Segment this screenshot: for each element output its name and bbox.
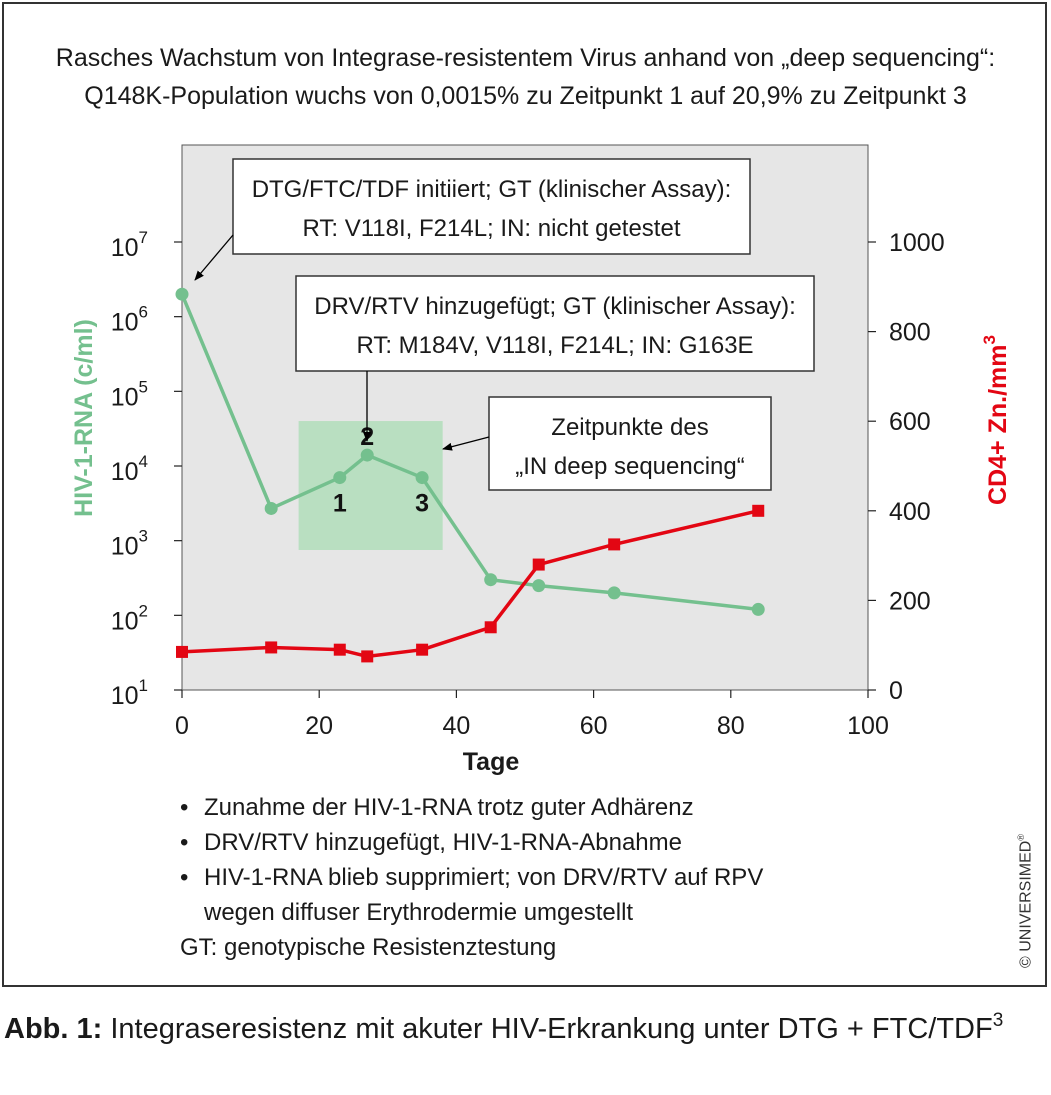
annotations: DTG/FTC/TDF initiiert; GT (klinischer As… xyxy=(194,158,815,491)
note-bullet-3: HIV-1-RNA blieb supprimiert; von DRV/RTV… xyxy=(180,860,763,895)
rna-point xyxy=(360,448,374,462)
x-axis-label: Tage xyxy=(463,748,520,776)
cd4-point xyxy=(752,504,765,517)
left-tick-label: 103 xyxy=(111,527,148,561)
figure-caption: Abb. 1: Integraseresistenz mit akuter HI… xyxy=(4,1010,1003,1046)
x-tick-label: 40 xyxy=(442,712,470,740)
right-tick-label: 200 xyxy=(889,587,931,615)
right-tick-label: 1000 xyxy=(889,229,945,257)
cd4-point xyxy=(416,643,429,656)
copyright-text: © UNIVERSIMED xyxy=(1017,840,1035,968)
annotation-box xyxy=(232,158,751,255)
cd4-point xyxy=(265,641,278,654)
annotation-line-2: RT: M184V, V118I, F214L; IN: G163E xyxy=(356,332,753,359)
right-tick-label: 0 xyxy=(889,677,903,705)
right-axis-label: CD4+ Zn./mm3 xyxy=(980,335,1012,505)
registered-mark: ® xyxy=(1016,834,1026,841)
right-tick-label: 400 xyxy=(889,498,931,526)
gt-note: GT: genotypische Resistenztestung xyxy=(180,934,557,961)
annotation-arrow xyxy=(442,436,490,451)
annotation-line-1: DRV/RTV hinzugefügt; GT (klinischer Assa… xyxy=(314,293,796,320)
timepoint-label: 1 xyxy=(333,490,347,518)
annotation-arrow xyxy=(194,234,234,281)
rna-point xyxy=(175,287,189,301)
cd4-point xyxy=(484,621,497,634)
caption-text: Integraseresistenz mit akuter HIV-Erkran… xyxy=(102,1013,993,1045)
chart-title-line-1: Rasches Wachstum von Integrase-resistent… xyxy=(55,44,996,72)
left-tick-label: 105 xyxy=(111,377,148,411)
timepoint-label: 3 xyxy=(415,490,429,518)
rna-point xyxy=(751,602,765,616)
cd4-point xyxy=(532,558,545,571)
caption-reference: 3 xyxy=(992,1010,1004,1031)
left-tick-label: 102 xyxy=(111,601,148,635)
right-tick-label: 800 xyxy=(889,319,931,347)
annotation-box xyxy=(488,396,772,491)
cd4-point xyxy=(361,650,374,663)
point-labels: 123 xyxy=(333,423,429,517)
annotation-line-2: „IN deep sequencing“ xyxy=(515,453,744,480)
note-bullet-3-continuation: wegen diffuser Erythrodermie umgestellt xyxy=(204,899,634,926)
annotation-box xyxy=(295,275,815,372)
rna-point xyxy=(333,471,347,485)
annotation-line-2: RT: V118I, F214L; IN: nicht getestet xyxy=(303,215,681,242)
cd4-point xyxy=(176,645,188,658)
axes: 0 20 40 60 80 100Tage101102103104105106107HIV… xyxy=(70,228,1012,776)
rna-point xyxy=(415,471,429,485)
rna-point xyxy=(607,586,621,600)
note-bullet-2: DRV/RTV hinzugefügt, HIV-1-RNA-Abnahme xyxy=(180,825,763,860)
figure-frame xyxy=(2,2,1047,987)
notes-list: Zunahme der HIV-1-RNA trotz guter Adhäre… xyxy=(180,790,763,965)
annotation-line-1: Zeitpunkte des xyxy=(551,414,708,441)
rna-point xyxy=(484,573,498,587)
x-tick-label: 0 xyxy=(175,712,189,740)
left-tick-label: 106 xyxy=(111,303,148,337)
cd4-series xyxy=(176,504,765,663)
annotation-line-1: DTG/FTC/TDF initiiert; GT (klinischer As… xyxy=(252,176,732,203)
left-tick-label: 107 xyxy=(111,228,148,262)
left-axis-label: HIV-1-RNA (c/ml) xyxy=(70,319,98,517)
copyright-note: © UNIVERSIMED® xyxy=(1016,834,1035,968)
rna-point xyxy=(532,579,546,593)
x-tick-label: 100 xyxy=(847,712,889,740)
x-tick-label: 20 xyxy=(305,712,333,740)
left-tick-label: 101 xyxy=(111,676,148,710)
note-bullet-1: Zunahme der HIV-1-RNA trotz guter Adhäre… xyxy=(180,790,763,825)
left-tick-label: 104 xyxy=(111,452,148,486)
rna-series xyxy=(175,287,765,616)
x-tick-label: 60 xyxy=(580,712,608,740)
chart: 0 20 40 60 80 100Tage101102103104105106107HIV… xyxy=(70,144,1012,776)
caption-label: Abb. 1: xyxy=(4,1013,103,1045)
x-tick-label: 80 xyxy=(717,712,745,740)
cd4-point xyxy=(608,538,621,551)
rna-point xyxy=(264,501,278,515)
right-tick-label: 600 xyxy=(889,408,931,436)
cd4-point xyxy=(333,643,346,656)
chart-title-line-2: Q148K-Population wuchs von 0,0015% zu Ze… xyxy=(84,82,967,110)
